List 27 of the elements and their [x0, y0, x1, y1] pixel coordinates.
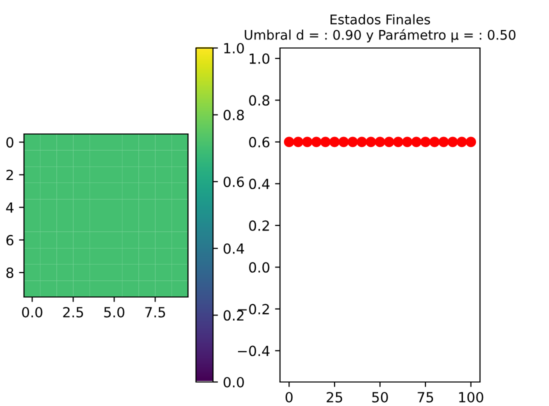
x-tick-label: 0.0 [22, 306, 42, 318]
x-tick-label: 2.5 [63, 306, 84, 318]
y-tick-label: 1.0 [250, 53, 270, 64]
x-tick-label: 25 [326, 392, 342, 402]
y-tick-label: 8 [6, 268, 14, 278]
y-tick-label: 0.6 [249, 136, 270, 148]
y-tick-label: 0 [6, 137, 14, 148]
color-bar-label: 0.6 [224, 176, 244, 188]
color-bar-label: 0.4 [224, 243, 244, 254]
y-tick-label: 6 [6, 234, 14, 246]
y-tick-label: 0.2 [249, 220, 269, 231]
color-bar-label: 0.0 [224, 376, 244, 388]
chart-title: Estados Finales Umbral d = : 0.90 y Parámetro μ = : 0.50 [244, 14, 516, 42]
y-tick-label: 0.0 [249, 262, 270, 273]
color-bar-label: 0.8 [224, 110, 244, 120]
x-tick-label: 50 [372, 392, 388, 402]
x-tick-label: 5.0 [104, 306, 124, 318]
x-tick-label: 7.5 [145, 307, 166, 318]
y-tick-label: 2 [6, 170, 13, 180]
x-tick-label: 100 [459, 392, 484, 402]
y-tick-label: 4 [6, 202, 14, 213]
y-tick-label: 0.4 [249, 178, 270, 190]
y-tick-label: 0.8 [249, 95, 270, 106]
x-tick-label: 75 [418, 392, 434, 402]
y-tick-label: −0.4 [238, 346, 270, 356]
color-bar-label: 1.0 [224, 42, 244, 54]
x-tick-label: 0 [286, 392, 293, 402]
